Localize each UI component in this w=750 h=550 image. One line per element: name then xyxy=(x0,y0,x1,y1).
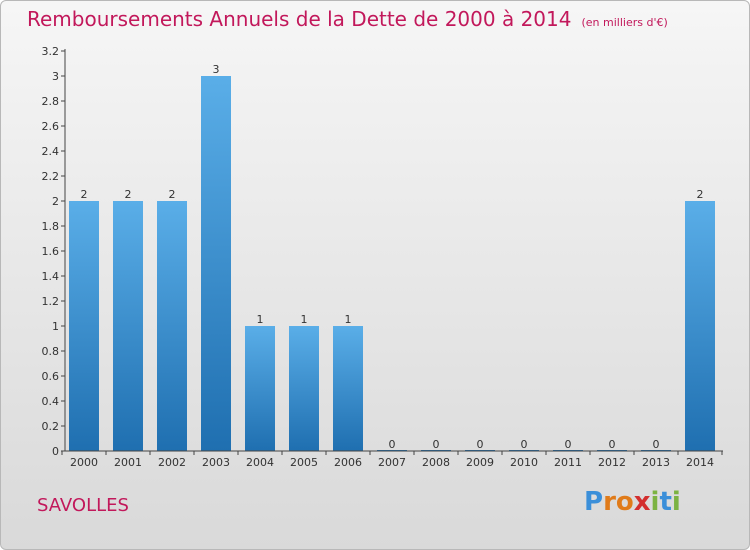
y-tick-label: 3 xyxy=(52,70,59,83)
bar xyxy=(333,326,363,451)
chart-title: Remboursements Annuels de la Dette de 20… xyxy=(27,7,668,31)
x-tick-label: 2012 xyxy=(598,456,626,469)
data-label: 0 xyxy=(433,438,440,451)
y-tick-label: 0 xyxy=(52,445,59,458)
commune-name: SAVOLLES xyxy=(37,495,129,516)
x-tick-label: 2006 xyxy=(334,456,362,469)
data-label: 3 xyxy=(213,63,220,76)
y-tick-label: 3.2 xyxy=(42,45,60,58)
proxiti-logo: Proxiti xyxy=(584,487,681,517)
y-tick-label: 2 xyxy=(52,195,59,208)
data-label: 1 xyxy=(301,313,308,326)
data-label: 0 xyxy=(521,438,528,451)
data-label: 2 xyxy=(697,188,704,201)
bar xyxy=(201,76,231,451)
data-label: 2 xyxy=(125,188,132,201)
logo-letter: o xyxy=(615,487,634,517)
bar xyxy=(69,201,99,451)
y-tick-label: 1.4 xyxy=(42,270,60,283)
data-label: 2 xyxy=(169,188,176,201)
x-tick-label: 2009 xyxy=(466,456,494,469)
x-tick-label: 2002 xyxy=(158,456,186,469)
logo-letter: i xyxy=(650,487,660,517)
data-label: 0 xyxy=(389,438,396,451)
x-tick-label: 2013 xyxy=(642,456,670,469)
bar xyxy=(289,326,319,451)
y-tick-label: 2.8 xyxy=(42,95,60,108)
data-label: 0 xyxy=(477,438,484,451)
data-label: 0 xyxy=(609,438,616,451)
y-tick-label: 1.2 xyxy=(42,295,60,308)
bar xyxy=(113,201,143,451)
y-tick-label: 0.6 xyxy=(42,370,60,383)
bar xyxy=(245,326,275,451)
y-tick-label: 1 xyxy=(52,320,59,333)
y-tick-label: 2.4 xyxy=(42,145,60,158)
bar xyxy=(157,201,187,451)
x-tick-label: 2010 xyxy=(510,456,538,469)
chart-unit-note: (en milliers d'€) xyxy=(581,16,668,29)
x-tick-label: 2000 xyxy=(70,456,98,469)
y-tick-label: 1.8 xyxy=(42,220,60,233)
y-tick-label: 0.8 xyxy=(42,345,60,358)
data-label: 0 xyxy=(565,438,572,451)
chart-title-text: Remboursements Annuels de la Dette de 20… xyxy=(27,7,572,31)
x-tick-label: 2011 xyxy=(554,456,582,469)
logo-letter: t xyxy=(659,487,672,517)
y-tick-label: 2.2 xyxy=(42,170,60,183)
x-tick-label: 2001 xyxy=(114,456,142,469)
x-tick-label: 2008 xyxy=(422,456,450,469)
data-label: 1 xyxy=(257,313,264,326)
x-tick-label: 2003 xyxy=(202,456,230,469)
logo-letter: P xyxy=(584,487,604,517)
y-tick-label: 1.6 xyxy=(42,245,60,258)
x-tick-label: 2005 xyxy=(290,456,318,469)
y-tick-label: 0.2 xyxy=(42,420,60,433)
x-tick-label: 2007 xyxy=(378,456,406,469)
y-tick-label: 0.4 xyxy=(42,395,60,408)
x-tick-label: 2014 xyxy=(686,456,714,469)
x-tick-label: 2004 xyxy=(246,456,274,469)
data-label: 2 xyxy=(81,188,88,201)
data-label: 0 xyxy=(653,438,660,451)
bar xyxy=(685,201,715,451)
logo-letter: i xyxy=(671,487,681,517)
logo-letter: r xyxy=(603,487,616,517)
y-tick-label: 2.6 xyxy=(42,120,60,133)
data-label: 1 xyxy=(345,313,352,326)
logo-letter: x xyxy=(633,487,651,517)
